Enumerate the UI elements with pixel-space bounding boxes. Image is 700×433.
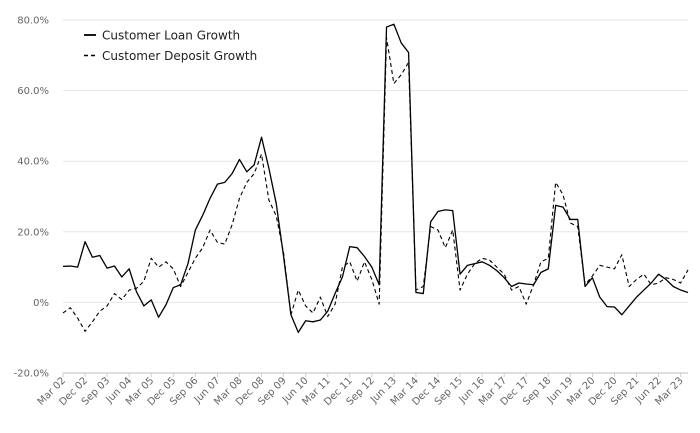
gridlines (63, 19, 688, 374)
y-tick-label: 0% (33, 298, 49, 309)
y-tick-label: 60.0% (17, 86, 49, 97)
y-tick-label: 80.0% (17, 16, 49, 27)
legend-label-customer-loan-growth: Customer Loan Growth (102, 29, 240, 43)
legend-label-customer-deposit-growth: Customer Deposit Growth (102, 49, 257, 63)
legend[interactable]: Customer Loan Growth Customer Deposit Gr… (84, 29, 257, 64)
y-axis: -20.0% 0% 20.0% 40.0% 60.0% 80.0% (14, 16, 49, 380)
series-line-customer-loan-growth (62, 23, 689, 334)
series-line-customer-deposit-growth (62, 37, 689, 332)
y-tick-label: 20.0% (17, 227, 49, 238)
series-layer (62, 23, 689, 334)
y-tick-label: 40.0% (17, 157, 49, 168)
y-tick-label: -20.0% (14, 369, 49, 380)
